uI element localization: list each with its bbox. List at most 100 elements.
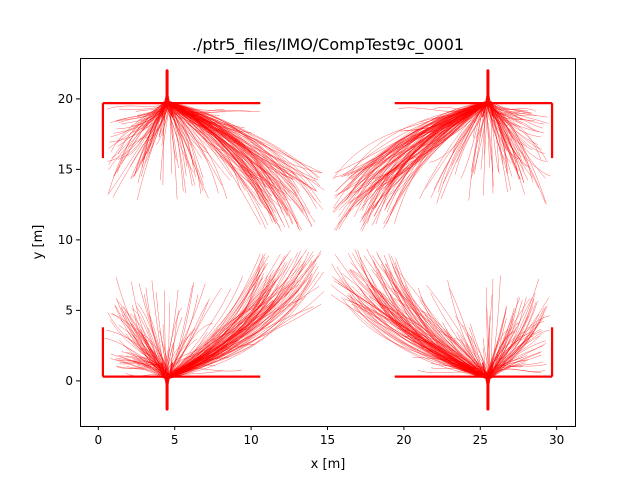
trajectory-line — [491, 315, 545, 379]
trajectory-line — [373, 101, 489, 217]
trajectory-line — [169, 101, 294, 224]
trajectory-line — [170, 101, 184, 192]
room-trajectories — [330, 248, 554, 411]
trajectory-line — [485, 101, 509, 126]
trajectory-line — [164, 295, 307, 379]
trajectory-line — [442, 101, 487, 184]
trajectory-layer — [101, 69, 554, 411]
trajectory-line — [127, 331, 169, 379]
trajectory-line — [489, 278, 540, 379]
room-trajectories — [332, 69, 554, 232]
trajectory-line — [398, 101, 488, 113]
trajectory-line — [355, 101, 491, 204]
trajectory-line — [381, 101, 486, 190]
trajectory-line — [108, 101, 171, 143]
trajectory-line — [489, 328, 542, 379]
x-tick-label: 15 — [320, 433, 335, 447]
trajectory-line — [163, 274, 272, 379]
trajectory-line — [110, 101, 165, 152]
trajectory-line — [390, 287, 487, 379]
trajectory-line — [385, 263, 489, 379]
trajectory-line — [165, 101, 313, 227]
trajectory-line — [351, 285, 490, 379]
trajectory-line — [165, 303, 322, 379]
trajectory-line — [420, 101, 489, 147]
x-tick-label: 10 — [243, 433, 258, 447]
trajectory-line — [163, 101, 277, 225]
trajectory-line — [470, 101, 490, 179]
trajectory-line — [161, 101, 167, 146]
y-tick-label: 0 — [65, 374, 73, 388]
trajectory-line — [167, 256, 303, 379]
trajectory-line — [491, 101, 545, 134]
trajectory-line — [432, 101, 492, 133]
trajectory-line — [165, 299, 276, 379]
trajectory-line — [134, 101, 170, 174]
trajectory-line — [156, 292, 169, 379]
trajectory-line — [159, 101, 168, 135]
trajectory-line — [484, 338, 499, 379]
trajectory-line — [491, 101, 537, 112]
trajectory-line — [166, 328, 196, 379]
trajectory-line — [169, 268, 281, 379]
x-tick-label: 20 — [396, 433, 411, 447]
trajectory-line — [433, 101, 491, 111]
trajectory-line — [486, 101, 508, 193]
trajectory-line — [357, 249, 490, 379]
trajectory-line — [486, 101, 538, 145]
x-tick-label: 0 — [95, 433, 103, 447]
trajectory-line — [485, 101, 521, 179]
trajectory-line — [491, 318, 507, 379]
trajectory-line — [163, 101, 317, 202]
trajectory-line — [337, 101, 487, 225]
y-axis-ticks: 0 5 10 15 20 — [58, 92, 80, 388]
trajectory-line — [357, 298, 488, 379]
trajectory-line — [170, 280, 277, 379]
trajectory-line — [485, 292, 536, 379]
exit-funnel — [161, 362, 174, 389]
trajectory-line — [166, 255, 269, 379]
exit-funnel — [481, 91, 494, 118]
trajectory-line — [371, 285, 489, 379]
y-axis-label: y [m] — [31, 225, 46, 260]
trajectory-line — [169, 101, 277, 214]
trajectory-line — [386, 101, 490, 213]
trajectory-line — [484, 101, 511, 191]
trajectory-line — [163, 266, 315, 379]
trajectory-line — [426, 284, 491, 379]
room-trajectories — [101, 249, 325, 411]
trajectory-line — [121, 314, 166, 379]
trajectory-line — [456, 101, 489, 163]
trajectory-line — [165, 288, 271, 379]
trajectory-line — [170, 101, 293, 225]
y-tick-label: 5 — [65, 303, 73, 317]
trajectory-line — [118, 101, 167, 124]
trajectory-line — [417, 369, 486, 379]
trajectory-line — [486, 357, 506, 379]
x-tick-label: 25 — [473, 433, 488, 447]
trajectory-line — [166, 277, 313, 379]
trajectory-line — [484, 101, 551, 177]
trajectory-line — [124, 311, 166, 379]
trajectory-line — [362, 292, 486, 379]
y-tick-label: 10 — [58, 233, 73, 247]
trajectory-line — [389, 101, 487, 216]
trajectory-line — [170, 263, 266, 379]
trajectory-line — [358, 287, 491, 379]
trajectory-line — [110, 313, 172, 379]
trajectory-line — [168, 101, 252, 133]
trajectory-line — [341, 277, 489, 379]
trajectory-line — [138, 357, 169, 379]
trajectory-line — [130, 101, 170, 127]
trajectory-line — [491, 101, 522, 124]
trajectory-line — [108, 101, 166, 149]
trajectory-line — [380, 263, 486, 379]
x-tick-label: 5 — [171, 433, 179, 447]
exit-funnel — [161, 91, 174, 118]
trajectory-line — [334, 101, 491, 209]
x-axis-label: x [m] — [311, 457, 346, 472]
trajectory-line — [375, 101, 485, 209]
trajectory-line — [366, 248, 489, 379]
